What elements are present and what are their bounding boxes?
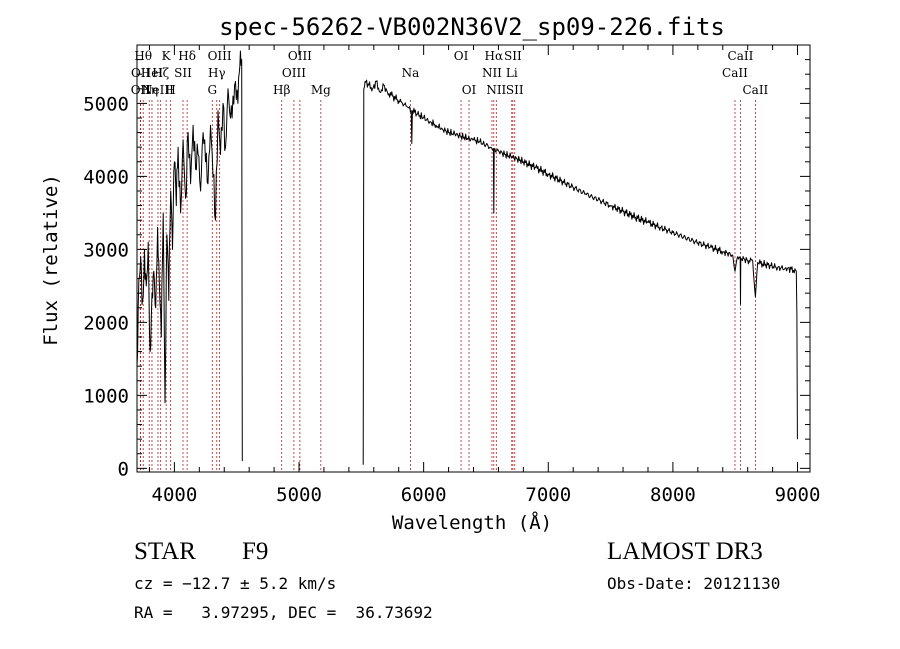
line-label-11: G <box>207 83 217 97</box>
x-tick-label-0: 4000 <box>152 484 198 506</box>
y-tick-label-0: 0 <box>118 458 129 480</box>
line-label-1: OII <box>131 66 151 80</box>
spectrum-series <box>136 50 798 465</box>
x-tick-label-3: 7000 <box>525 484 571 506</box>
plot-frame <box>136 44 811 473</box>
line-label-3: Hη <box>140 83 158 97</box>
line-label-28: CaII <box>728 49 754 63</box>
line-label-23: NII <box>486 83 506 97</box>
survey-name: LAMOST DR3 <box>607 538 763 565</box>
obs-date-text: Obs-Date: 20121130 <box>607 574 781 593</box>
y-axis-ticks: 0 1000 2000 3000 4000 5000 <box>83 59 810 480</box>
line-label-5: NeIII <box>142 83 174 97</box>
line-label-22: Hα <box>485 49 504 63</box>
line-label-26: SII <box>506 83 524 97</box>
y-tick-label-5: 5000 <box>83 93 129 115</box>
line-label-19: OI <box>454 49 469 63</box>
line-label-20: OI <box>462 83 477 97</box>
x-tick-label-2: 6000 <box>401 484 447 506</box>
line-label-17: Mg <box>311 83 331 97</box>
line-label-0: Hθ <box>134 49 152 63</box>
y-tick-label-4: 4000 <box>83 166 129 188</box>
line-label-24: Li <box>506 66 518 80</box>
line-label-8: H <box>165 83 175 97</box>
line-label-27: CaII <box>722 66 748 80</box>
line-label-18: Na <box>402 66 420 80</box>
line-label-12: Hγ <box>208 66 226 80</box>
coordinates-text: RA = 3.97295, DEC = 36.73692 <box>134 603 433 622</box>
line-label-29: CaII <box>742 83 768 97</box>
object-class: STAR <box>134 538 196 565</box>
line-label-13: OIII <box>208 49 232 63</box>
x-axis-label: Wavelength (Å) <box>392 511 552 534</box>
spectrum-chart: spec-56262-VB002N36V2_sp09-226.fits Hθ OI… <box>40 13 821 534</box>
y-tick-label-1: 1000 <box>83 385 129 407</box>
x-tick-label-5: 9000 <box>775 484 821 506</box>
line-markers: HθOIIOIIHηHeINeIIIHζKHSIIHδGHγOIIIHβOIII… <box>131 49 769 472</box>
y-tick-label-3: 3000 <box>83 239 129 261</box>
chart-title: spec-56262-VB002N36V2_sp09-226.fits <box>219 13 725 41</box>
spectrum-segment-0 <box>136 50 243 462</box>
line-label-9: SII <box>174 66 192 80</box>
redshift-text: cz = −12.7 ± 5.2 km/s <box>134 574 337 593</box>
line-label-2: OII <box>131 83 151 97</box>
spectrum-segment-1 <box>362 79 798 465</box>
x-tick-label-4: 8000 <box>650 484 696 506</box>
line-label-15: OIII <box>282 66 306 80</box>
x-tick-label-1: 5000 <box>276 484 322 506</box>
line-label-4: HeI <box>141 66 164 80</box>
y-tick-label-2: 2000 <box>83 312 129 334</box>
line-label-25: SII <box>504 49 522 63</box>
spectral-subclass: F9 <box>242 538 269 565</box>
line-label-7: K <box>162 49 172 63</box>
x-axis-ticks: 4000 5000 6000 7000 8000 9000 <box>148 45 821 506</box>
line-label-21: NII <box>482 66 502 80</box>
line-label-6: Hζ <box>152 66 169 80</box>
line-label-14: Hβ <box>273 83 290 97</box>
y-axis-label: Flux (relative) <box>40 174 62 346</box>
line-label-16: OIII <box>288 49 312 63</box>
line-label-10: Hδ <box>178 49 196 63</box>
